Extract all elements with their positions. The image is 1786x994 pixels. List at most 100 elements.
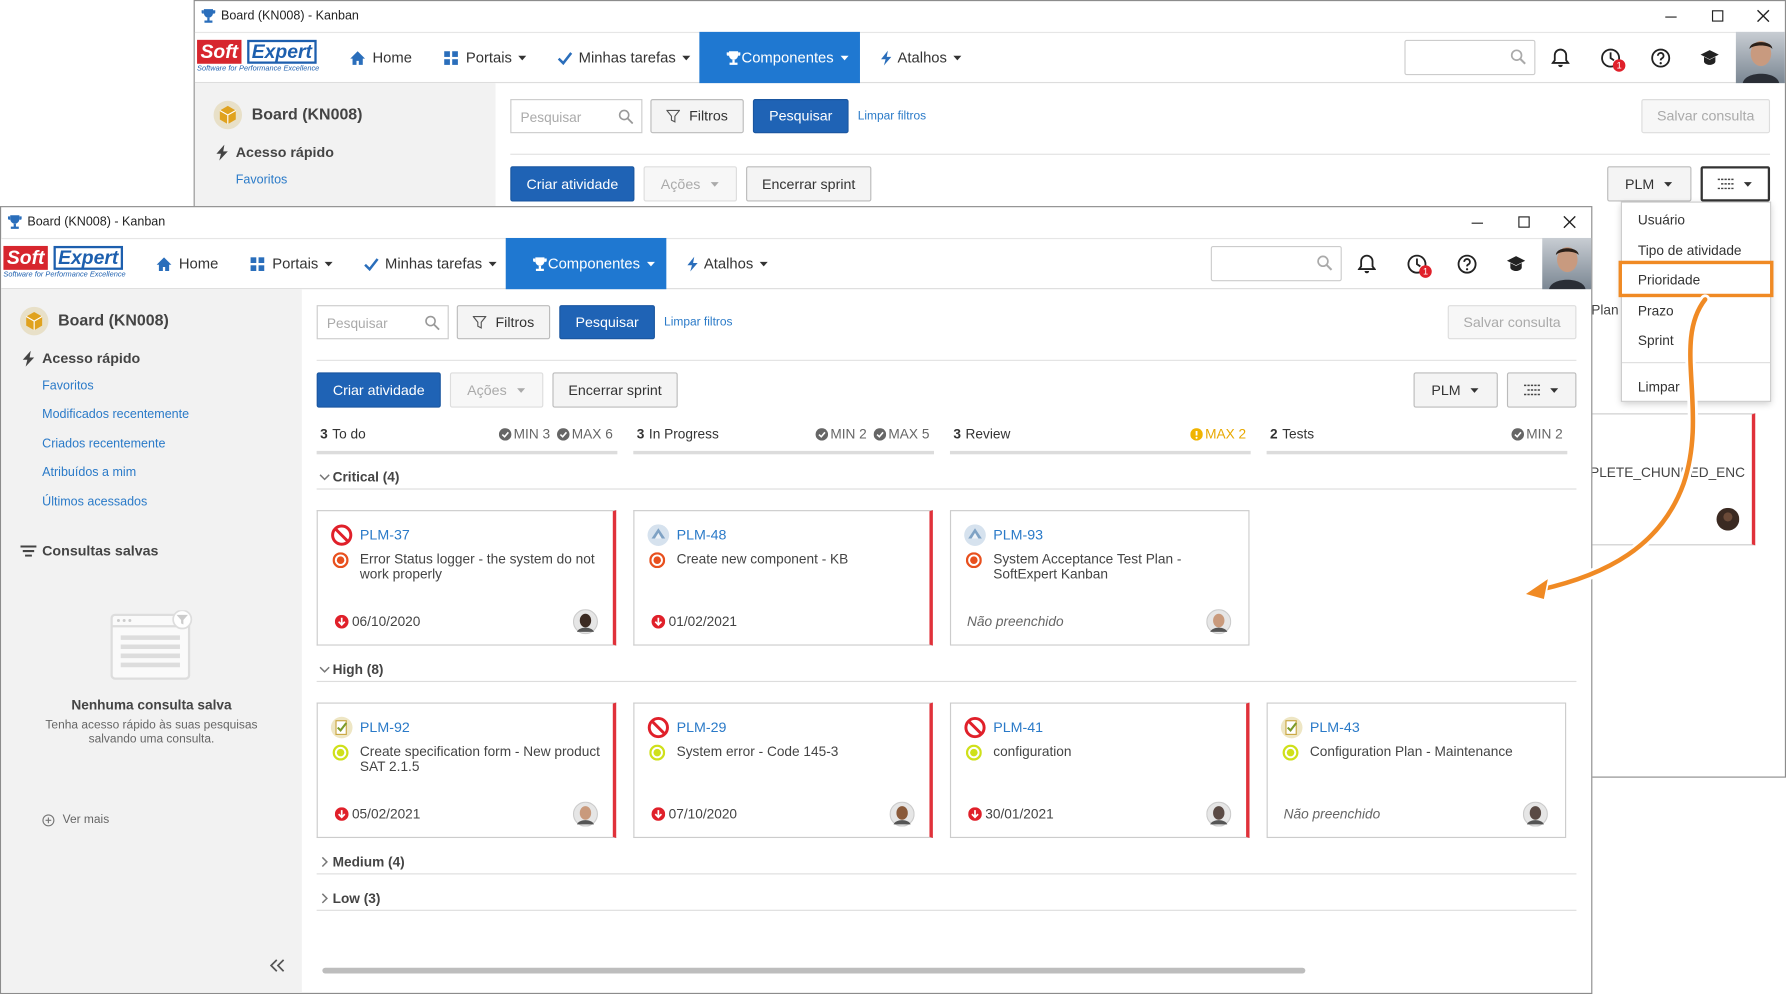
- user-avatar[interactable]: [1542, 237, 1592, 290]
- menu-item[interactable]: Tipo de atividade: [1637, 241, 1742, 258]
- save-query-button[interactable]: Salvar consulta: [1641, 99, 1771, 134]
- card-id[interactable]: PLM-37: [359, 527, 410, 544]
- search-button[interactable]: Pesquisar: [752, 99, 849, 134]
- user-photo-part: [1742, 73, 1780, 84]
- card-id[interactable]: PLM-48: [676, 527, 727, 544]
- notifications-icon-part: [1364, 270, 1370, 274]
- search-icon-part: [1325, 264, 1333, 271]
- filters-label: Filtros: [495, 314, 535, 331]
- actions-button[interactable]: Ações: [643, 166, 737, 202]
- nav-icon-part: [452, 59, 458, 65]
- menu-item[interactable]: Limpar: [1637, 379, 1680, 396]
- group-label[interactable]: High (8): [332, 661, 384, 678]
- filters-button[interactable]: Filtros: [456, 305, 551, 340]
- caret-part: [1550, 387, 1559, 393]
- nav-icon-part: [535, 265, 544, 271]
- view-options-button[interactable]: [1700, 166, 1771, 202]
- actions-button[interactable]: Ações: [449, 372, 544, 408]
- search-input[interactable]: Pesquisar: [510, 99, 643, 134]
- menu-item[interactable]: Sprint: [1637, 332, 1674, 349]
- saved-queries-icon: [20, 545, 37, 557]
- view-menu: Usuário Tipo de atividade Prioridade Prazo S…: [1620, 201, 1772, 402]
- card-id[interactable]: PLM-93: [993, 527, 1044, 544]
- global-search[interactable]: [1404, 39, 1536, 76]
- user-avatar[interactable]: [1735, 31, 1785, 84]
- group-label[interactable]: Medium (4): [332, 853, 405, 870]
- nav-item[interactable]: Componentes: [742, 49, 850, 67]
- filters-button[interactable]: Filtros: [650, 99, 744, 134]
- card-type-icon-part: [1285, 720, 1297, 735]
- see-more-link[interactable]: Ver mais: [62, 812, 110, 827]
- logo-tagline: Software for Performance Excellence: [197, 64, 320, 73]
- sidebar-link[interactable]: Atribuídos a mim: [42, 465, 137, 480]
- nav-item[interactable]: Minhas tarefas: [579, 49, 692, 67]
- group-divider: [316, 909, 1577, 911]
- priority-dot: [965, 552, 982, 569]
- card-id[interactable]: PLM-43: [1309, 719, 1360, 736]
- global-search[interactable]: [1210, 245, 1342, 282]
- menu-item[interactable]: Prazo: [1637, 302, 1674, 319]
- card[interactable]: PLM-48 Create new component - KB 01/02/202…: [633, 510, 933, 646]
- card[interactable]: PLM-43 Configuration Plan - Maintenance Nã…: [1266, 702, 1567, 839]
- nav-item[interactable]: Atalhos: [704, 255, 769, 273]
- nav-item[interactable]: Portais: [466, 49, 528, 67]
- priority-dot: [649, 552, 666, 569]
- sidebar-link[interactable]: Últimos acessados: [42, 494, 148, 509]
- card-title: System Acceptance Test Plan - SoftExpert…: [993, 551, 1182, 582]
- nav-item[interactable]: Home: [372, 49, 412, 67]
- help-icon-part: [1465, 268, 1469, 271]
- nav-item[interactable]: Home: [179, 255, 219, 273]
- sidebar-link[interactable]: Favoritos: [235, 173, 288, 187]
- menu-item[interactable]: Prioridade: [1637, 272, 1701, 289]
- nav-icon: [350, 51, 366, 65]
- card-id[interactable]: PLM-92: [359, 719, 410, 736]
- horizontal-scrollbar[interactable]: [322, 967, 1306, 974]
- nav-item[interactable]: Atalhos: [898, 49, 963, 67]
- sidebar-link[interactable]: Criados recentemente: [42, 436, 166, 451]
- nav-icon-part: [350, 51, 366, 65]
- see-more-icon: [42, 814, 55, 827]
- limit-icon: [556, 427, 570, 441]
- limit-icon: [1511, 427, 1525, 441]
- project-button[interactable]: PLM: [1413, 372, 1498, 408]
- card-id[interactable]: PLM-29: [676, 719, 727, 736]
- logo-soft: Soft: [197, 39, 242, 64]
- user-photo-part: [1749, 42, 1773, 49]
- clear-filters-link[interactable]: Limpar filtros: [664, 315, 733, 330]
- group-label[interactable]: Critical (4): [332, 469, 400, 486]
- partial-card-avatar-part: [1723, 512, 1733, 522]
- save-query-button[interactable]: Salvar consulta: [1447, 305, 1577, 340]
- board-title: Board (KN008): [58, 310, 169, 330]
- nav-icon-part: [728, 51, 739, 60]
- limit-icon-part: [1195, 436, 1198, 439]
- project-button[interactable]: PLM: [1607, 166, 1692, 202]
- view-options-button[interactable]: [1506, 372, 1577, 408]
- sidebar-link[interactable]: Modificados recentemente: [42, 408, 190, 422]
- group-label[interactable]: Low (3): [332, 890, 381, 907]
- caret: [325, 261, 334, 267]
- clear-filters-link[interactable]: Limpar filtros: [857, 109, 927, 123]
- menu-item[interactable]: Usuário: [1637, 211, 1686, 228]
- create-activity-button[interactable]: Criar atividade: [316, 372, 441, 408]
- card-id[interactable]: PLM-41: [993, 719, 1044, 736]
- card[interactable]: PLM-37 Error Status logger - the system d…: [316, 510, 617, 646]
- nav-item[interactable]: Portais: [272, 255, 334, 273]
- window-title: Board (KN008) - Kanban: [220, 9, 359, 23]
- end-sprint-button[interactable]: Encerrar sprint: [746, 166, 872, 202]
- search-icon-part: [433, 323, 440, 331]
- create-activity-button[interactable]: Criar atividade: [510, 166, 635, 202]
- maximize-button-part: [1711, 10, 1724, 22]
- card[interactable]: PLM-41 configuration 30/01/2021: [949, 702, 1250, 839]
- card[interactable]: PLM-92 Create specification form - New pr…: [316, 702, 617, 839]
- nav-item[interactable]: Componentes: [548, 255, 656, 273]
- search-input[interactable]: Pesquisar: [316, 305, 449, 340]
- assignee-avatar-part: [579, 613, 592, 628]
- nav-item[interactable]: Minhas tarefas: [385, 255, 498, 273]
- card[interactable]: PLM-29 System error - Code 145-3 07/10/202…: [633, 702, 933, 839]
- end-sprint-button[interactable]: Encerrar sprint: [552, 372, 678, 408]
- card[interactable]: PLM-93 System Acceptance Test Plan - Soft…: [949, 510, 1250, 646]
- sidebar-link[interactable]: Favoritos: [42, 379, 94, 393]
- card-type-icon-part: [336, 722, 348, 732]
- empty-illustration: [110, 610, 193, 680]
- search-button[interactable]: Pesquisar: [559, 305, 655, 340]
